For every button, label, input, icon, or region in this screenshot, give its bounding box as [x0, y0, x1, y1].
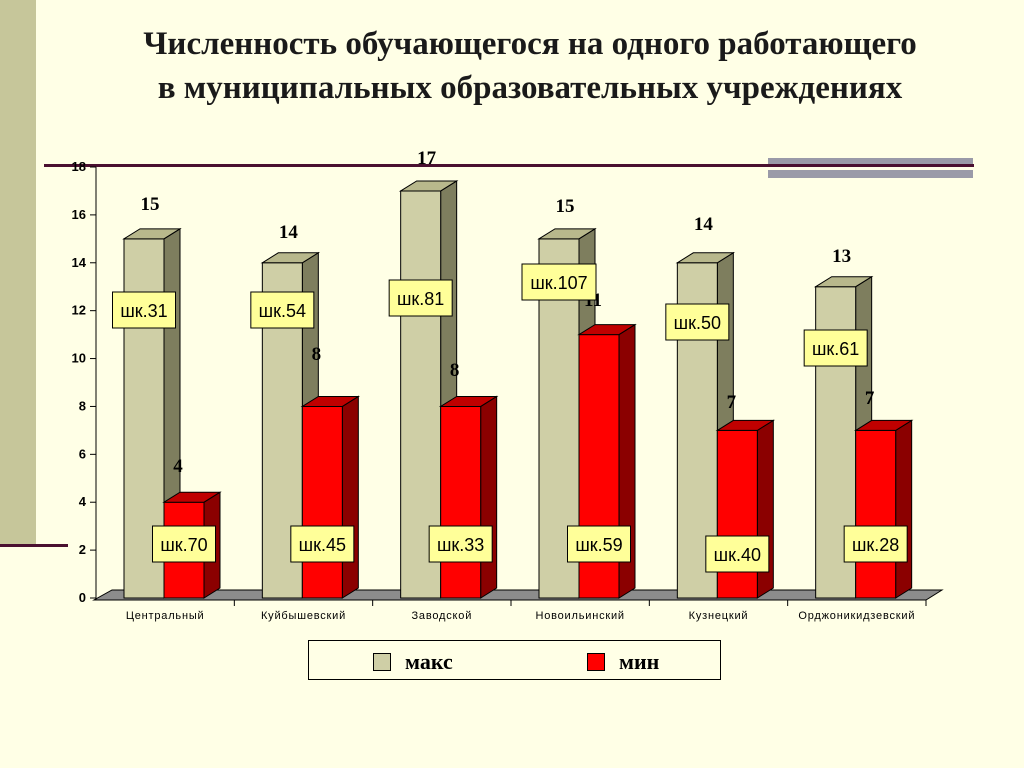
school-max-3-box [521, 263, 597, 301]
school-min-4: шк.40 [714, 545, 761, 565]
legend-label-min: мин [619, 649, 660, 674]
value-label-max-2: 17 [417, 148, 437, 169]
category-label-3: Новоильинский [535, 610, 624, 622]
school-min-5: шк.28 [852, 535, 899, 555]
school-min-1-box [290, 525, 355, 563]
bar-min-1-top [300, 395, 361, 407]
legend: макс мин [308, 640, 721, 680]
legend-swatch-max [373, 653, 391, 671]
title-area [36, 0, 1024, 128]
value-label-min-1: 8 [312, 344, 322, 365]
legend-item-max: макс [373, 649, 453, 675]
bar-min-5-side [895, 419, 913, 599]
category-label-2: Заводской [411, 610, 472, 622]
y-tick-label: 16 [72, 207, 86, 222]
school-max-1: шк.54 [259, 301, 306, 321]
bar-max-0-top [122, 228, 182, 240]
school-max-0: шк.31 [120, 301, 167, 321]
legend-swatch-min [587, 653, 605, 671]
school-min-5-box [843, 525, 908, 563]
y-tick-label: 0 [79, 590, 86, 605]
school-min-1: шк.45 [299, 535, 346, 555]
bar-min-4-top [715, 419, 776, 431]
bar-max-3-top [537, 228, 597, 240]
side-decoration [0, 0, 36, 546]
value-label-min-0: 4 [173, 456, 183, 477]
decor-rule-short [0, 544, 68, 547]
value-label-max-5: 13 [832, 246, 851, 267]
y-tick-label: 18 [72, 159, 86, 174]
bar-min-1-side [341, 395, 359, 599]
school-min-4-box [705, 535, 770, 573]
school-min-3: шк.59 [575, 535, 622, 555]
title-line-2: в муниципальных образовательных учрежден… [157, 70, 903, 106]
bar-min-2-top [438, 395, 499, 407]
bar-min-1 [301, 405, 343, 599]
legend-label-max: макс [405, 649, 453, 674]
legend-item-min: мин [587, 649, 659, 675]
bar-min-2 [440, 405, 482, 599]
decor-bar-1 [768, 158, 973, 166]
bar-max-4-top [675, 252, 736, 264]
decor-bar-2 [768, 170, 973, 178]
school-min-3-box [567, 525, 631, 563]
y-tick-label: 12 [72, 303, 86, 318]
bar-min-5 [855, 429, 897, 599]
bar-min-2-side [480, 395, 498, 599]
school-max-5: шк.61 [812, 339, 859, 359]
value-label-max-1: 14 [279, 222, 299, 243]
category-label-5: Орджоникидзевский [798, 610, 915, 622]
value-label-max-4: 14 [694, 214, 714, 235]
school-max-3: шк.107 [530, 273, 587, 293]
decor-rule [44, 164, 974, 167]
bar-max-1-top [260, 252, 321, 264]
page-title: Численность обучающегося на одного работ… [36, 22, 1024, 110]
y-tick-label: 2 [79, 542, 86, 557]
bar-min-3-top [577, 324, 637, 336]
bar-min-4 [716, 429, 758, 599]
y-tick-label: 4 [79, 494, 87, 509]
value-label-max-0: 15 [141, 194, 160, 215]
school-max-4: шк.50 [674, 313, 721, 333]
value-label-min-4: 7 [727, 392, 737, 413]
category-label-1: Куйбышевский [261, 610, 346, 622]
bar-min-5-top [853, 419, 914, 431]
school-max-2-box [388, 279, 453, 317]
value-label-min-2: 8 [450, 360, 460, 381]
school-max-5-box [803, 329, 868, 367]
y-tick-label: 14 [72, 255, 87, 270]
school-max-0-box [112, 291, 176, 329]
value-label-max-3: 15 [556, 196, 575, 217]
school-min-2: шк.33 [437, 535, 484, 555]
category-label-0: Центральный [126, 610, 205, 622]
school-min-2-box [428, 525, 493, 563]
title-line-1: Численность обучающегося на одного работ… [143, 26, 917, 62]
category-label-4: Кузнецкий [689, 610, 749, 622]
value-label-min-5: 7 [865, 388, 875, 409]
school-min-0: шк.70 [160, 535, 207, 555]
school-max-4-box [665, 303, 730, 341]
school-max-2: шк.81 [397, 289, 444, 309]
bar-min-0-top [162, 491, 222, 503]
chart-floor [92, 589, 944, 601]
y-tick-label: 10 [72, 351, 86, 366]
bar-max-2-top [398, 180, 459, 192]
y-tick-label: 8 [79, 398, 86, 413]
school-max-1-box [250, 291, 315, 329]
school-min-0-box [152, 525, 216, 563]
y-tick-label: 6 [79, 446, 86, 461]
bar-max-5-top [813, 276, 874, 288]
